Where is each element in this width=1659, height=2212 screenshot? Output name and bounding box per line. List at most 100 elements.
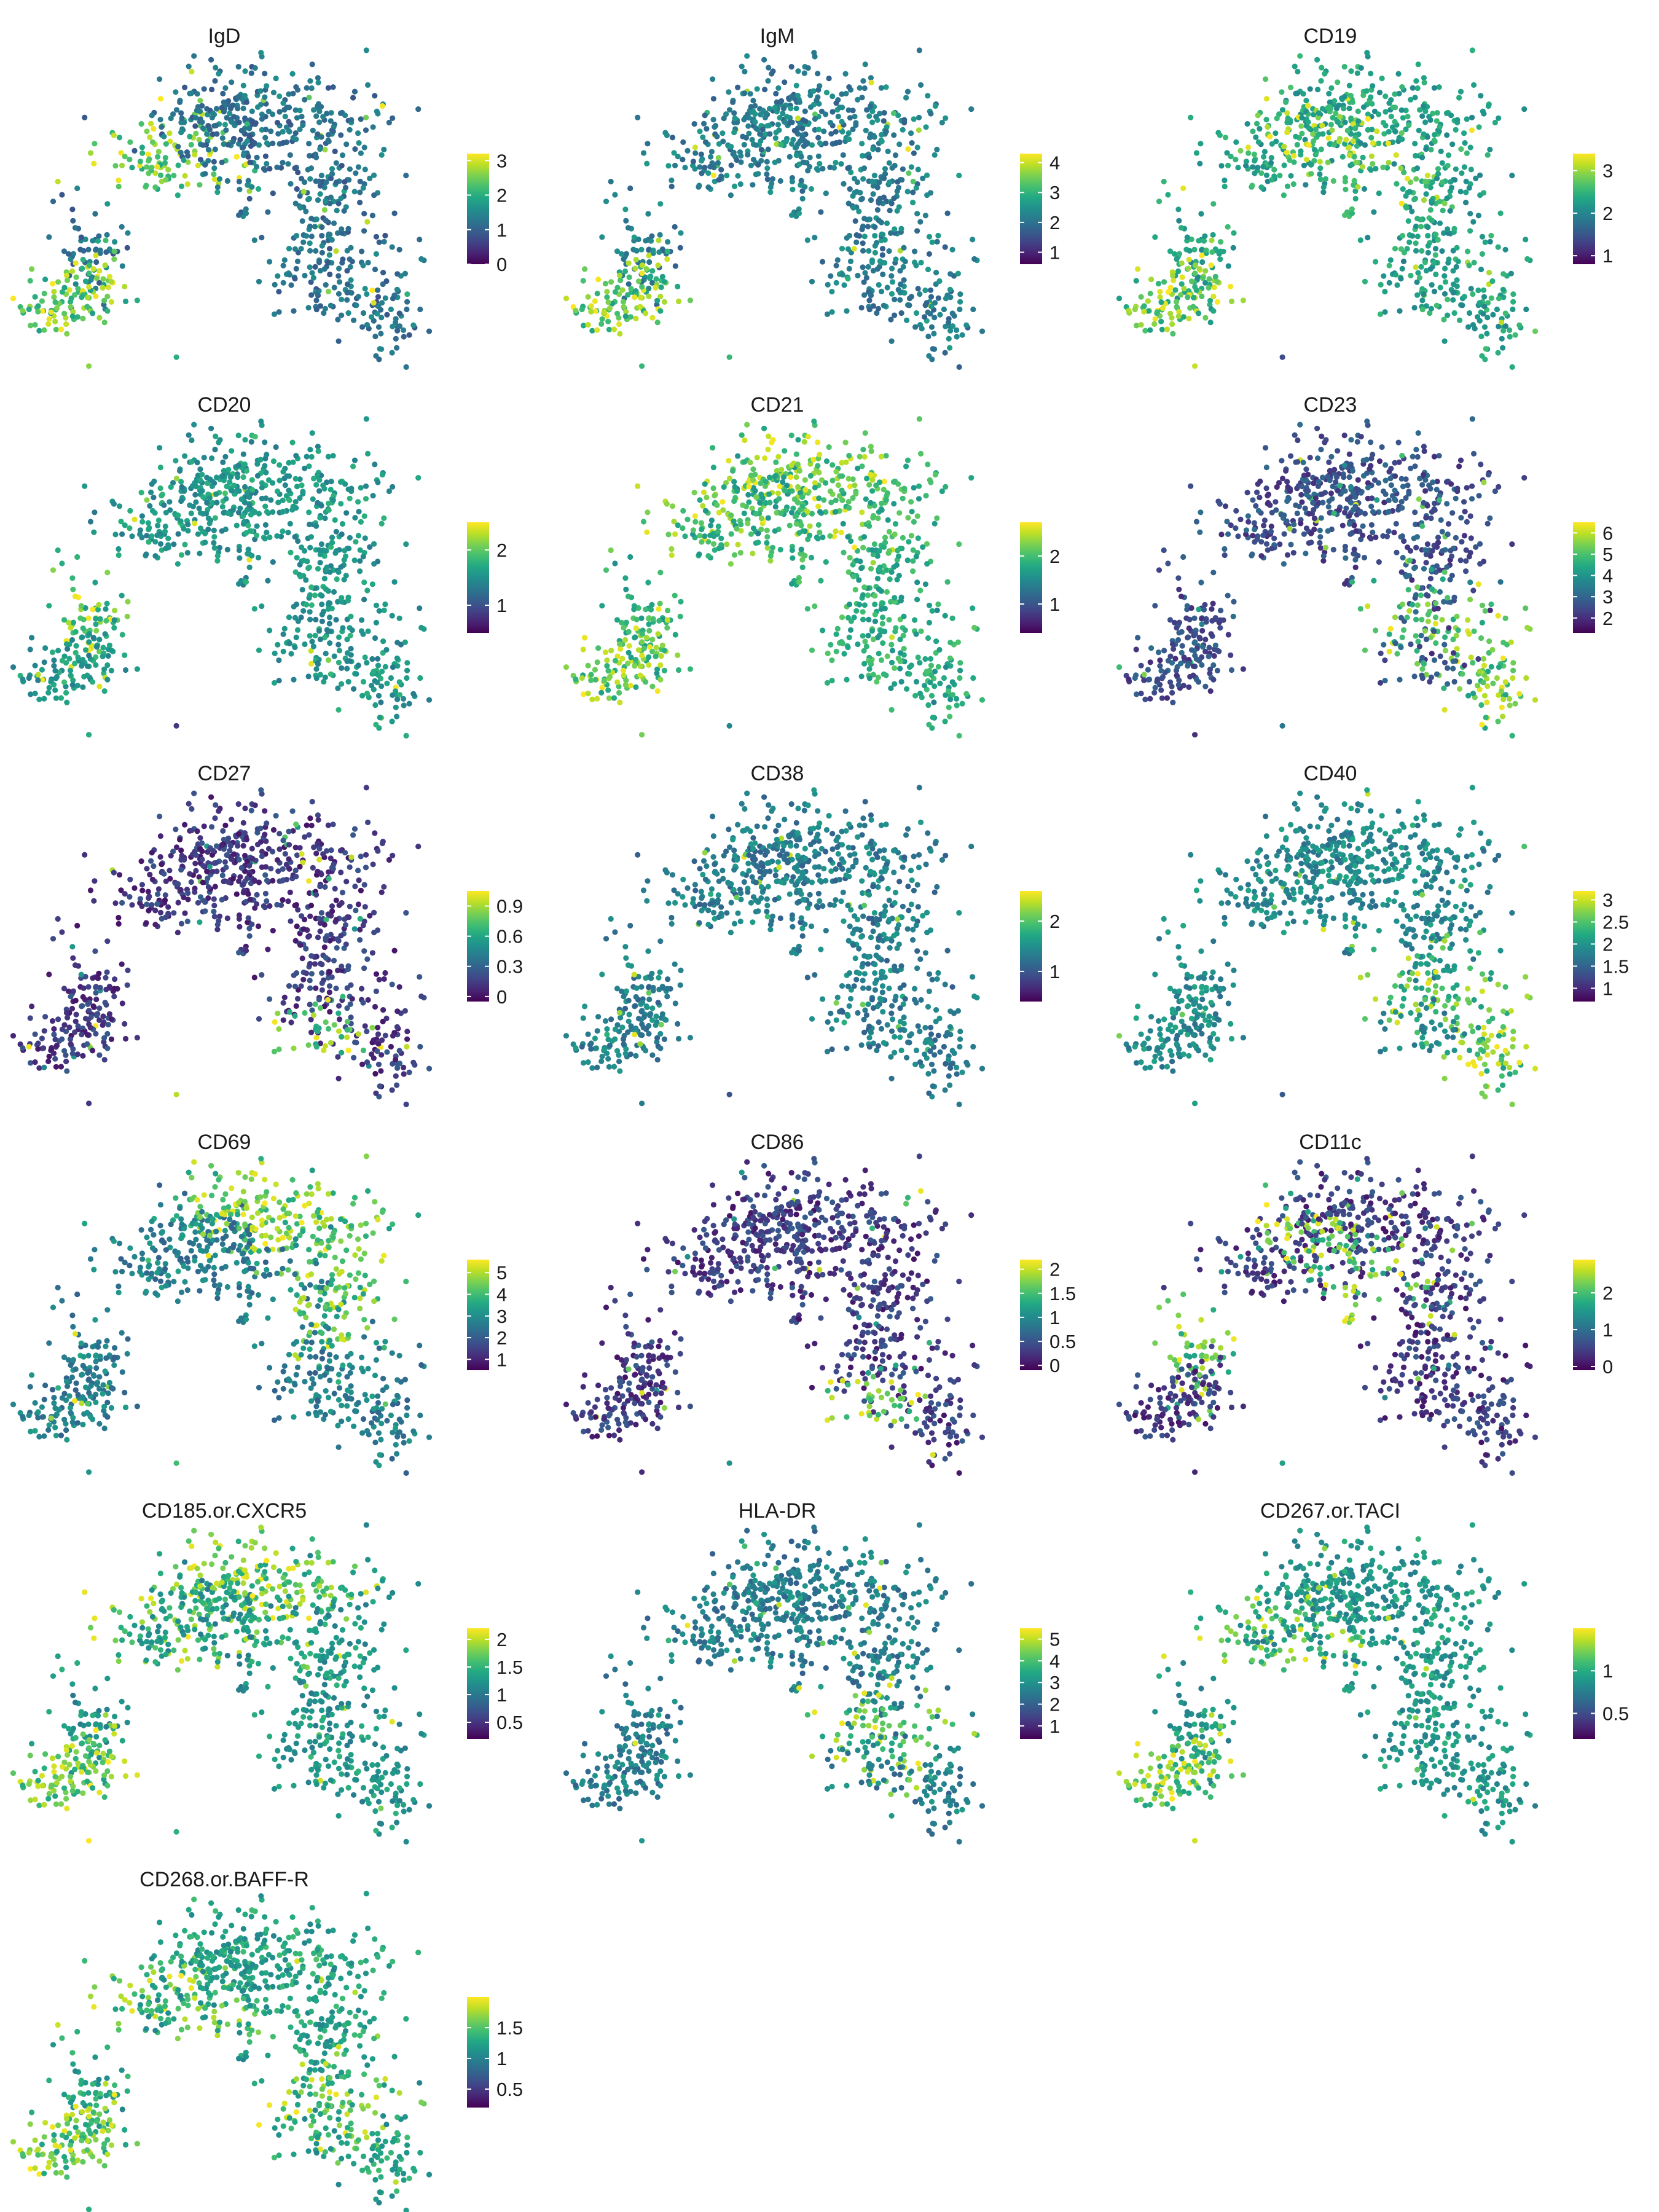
cell-point [344, 297, 350, 303]
cell-point [242, 484, 248, 490]
cell-point [926, 233, 933, 240]
cell-point [842, 71, 849, 77]
cell-point [1170, 331, 1176, 337]
cell-point [840, 520, 846, 527]
cell-point [294, 555, 300, 561]
cell-point [1450, 281, 1457, 288]
cell-point [882, 171, 888, 177]
cell-point [710, 96, 716, 102]
cell-point [901, 117, 908, 123]
cell-point [329, 166, 335, 172]
cell-point [10, 664, 17, 670]
cell-point [710, 485, 716, 492]
cell-point [127, 525, 133, 531]
cell-point [866, 523, 873, 529]
cell-point [1152, 316, 1158, 322]
cell-point [870, 515, 876, 521]
cell-point [167, 499, 173, 505]
cell-point [410, 691, 417, 697]
cell-point [294, 115, 300, 121]
umap-points [1116, 47, 1539, 371]
cell-point [1308, 171, 1314, 177]
cell-point [1228, 298, 1235, 305]
cell-point [375, 324, 382, 330]
cell-point [149, 112, 155, 119]
cell-point [1361, 554, 1368, 561]
cell-point [415, 475, 422, 481]
cell-point [1303, 525, 1310, 531]
cell-point [643, 266, 649, 272]
cell-point [316, 108, 323, 114]
cell-point [608, 648, 614, 654]
cell-point [80, 684, 86, 690]
cell-point [979, 328, 986, 334]
cell-point [906, 539, 912, 545]
cell-point [1368, 71, 1374, 77]
cell-point [338, 132, 344, 138]
cell-point [306, 95, 312, 101]
cell-point [752, 119, 758, 125]
cell-point [95, 606, 101, 613]
cell-point [365, 82, 371, 88]
cell-point [214, 553, 221, 559]
cell-point [1342, 212, 1348, 218]
cell-point [759, 495, 766, 501]
cell-point [1454, 245, 1460, 251]
cell-point [889, 648, 896, 654]
cell-point [328, 175, 334, 181]
cell-point [1325, 159, 1331, 165]
cell-point [626, 260, 632, 266]
cell-point [389, 244, 395, 250]
cell-point [1394, 181, 1400, 187]
cell-point [212, 146, 218, 152]
cell-point [1339, 522, 1346, 528]
cell-point [682, 533, 688, 539]
cell-point [103, 618, 109, 624]
cell-point [810, 457, 817, 463]
cell-point [783, 138, 789, 144]
cell-point [580, 278, 586, 284]
cell-point [338, 564, 344, 570]
cell-point [1253, 134, 1259, 140]
cell-point [1305, 119, 1311, 125]
cell-point [748, 531, 754, 537]
cell-point [1273, 130, 1279, 136]
cell-point [873, 114, 879, 120]
cell-point [682, 165, 688, 171]
cell-point [79, 294, 85, 300]
cell-point [1199, 293, 1205, 299]
cell-point [1255, 139, 1261, 145]
cell-point [896, 510, 903, 516]
cell-point [678, 230, 684, 236]
cell-point [286, 460, 292, 466]
cell-point [861, 233, 868, 240]
cell-point [595, 276, 602, 283]
cell-point [916, 127, 922, 133]
cell-point [323, 282, 329, 288]
cell-point [1395, 71, 1402, 77]
cell-point [888, 338, 895, 344]
cell-point [319, 224, 325, 230]
cell-point [417, 306, 423, 313]
cell-point [943, 296, 949, 302]
cell-point [124, 613, 130, 619]
cell-point [1192, 284, 1198, 290]
cell-point [599, 316, 605, 322]
cell-point [103, 606, 109, 612]
cell-point [598, 689, 605, 696]
cell-point [182, 173, 188, 179]
cell-point [846, 84, 852, 90]
cell-point [1412, 141, 1418, 147]
cell-point [211, 527, 217, 533]
cell-point [249, 477, 255, 483]
cell-point [802, 118, 809, 124]
cell-point [1382, 93, 1389, 100]
panel-title: IgM [760, 25, 795, 48]
cell-point [888, 641, 895, 648]
cell-point [789, 488, 795, 494]
cell-point [897, 650, 904, 656]
cell-point [604, 294, 610, 300]
cell-point [782, 488, 788, 494]
cell-point [393, 335, 399, 342]
cell-point [804, 606, 810, 612]
